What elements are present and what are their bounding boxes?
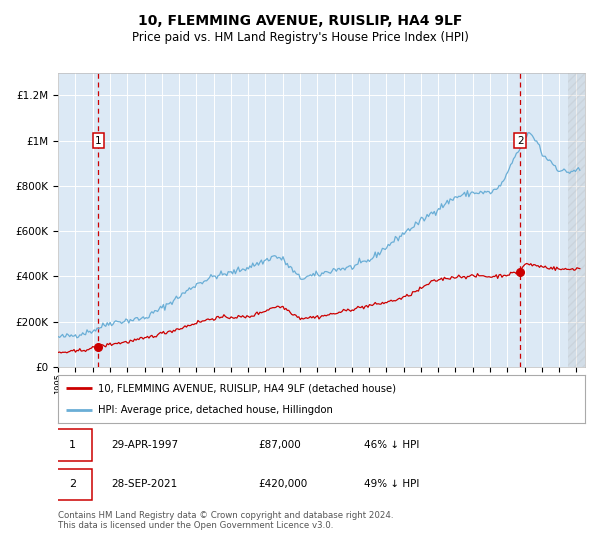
Text: 46% ↓ HPI: 46% ↓ HPI xyxy=(364,440,419,450)
Text: 28-SEP-2021: 28-SEP-2021 xyxy=(111,479,177,489)
Text: £420,000: £420,000 xyxy=(259,479,308,489)
Text: Price paid vs. HM Land Registry's House Price Index (HPI): Price paid vs. HM Land Registry's House … xyxy=(131,31,469,44)
Text: HPI: Average price, detached house, Hillingdon: HPI: Average price, detached house, Hill… xyxy=(98,405,332,415)
Text: 1: 1 xyxy=(69,440,76,450)
Text: 10, FLEMMING AVENUE, RUISLIP, HA4 9LF (detached house): 10, FLEMMING AVENUE, RUISLIP, HA4 9LF (d… xyxy=(98,383,396,393)
FancyBboxPatch shape xyxy=(53,469,92,500)
FancyBboxPatch shape xyxy=(53,430,92,461)
Bar xyxy=(568,73,585,367)
Text: 49% ↓ HPI: 49% ↓ HPI xyxy=(364,479,419,489)
Text: 29-APR-1997: 29-APR-1997 xyxy=(111,440,178,450)
Text: 10, FLEMMING AVENUE, RUISLIP, HA4 9LF: 10, FLEMMING AVENUE, RUISLIP, HA4 9LF xyxy=(138,14,462,28)
Text: Contains HM Land Registry data © Crown copyright and database right 2024.
This d: Contains HM Land Registry data © Crown c… xyxy=(58,511,394,530)
Text: 1: 1 xyxy=(95,136,102,146)
Text: 2: 2 xyxy=(517,136,524,146)
Text: 2: 2 xyxy=(69,479,76,489)
Text: £87,000: £87,000 xyxy=(259,440,301,450)
